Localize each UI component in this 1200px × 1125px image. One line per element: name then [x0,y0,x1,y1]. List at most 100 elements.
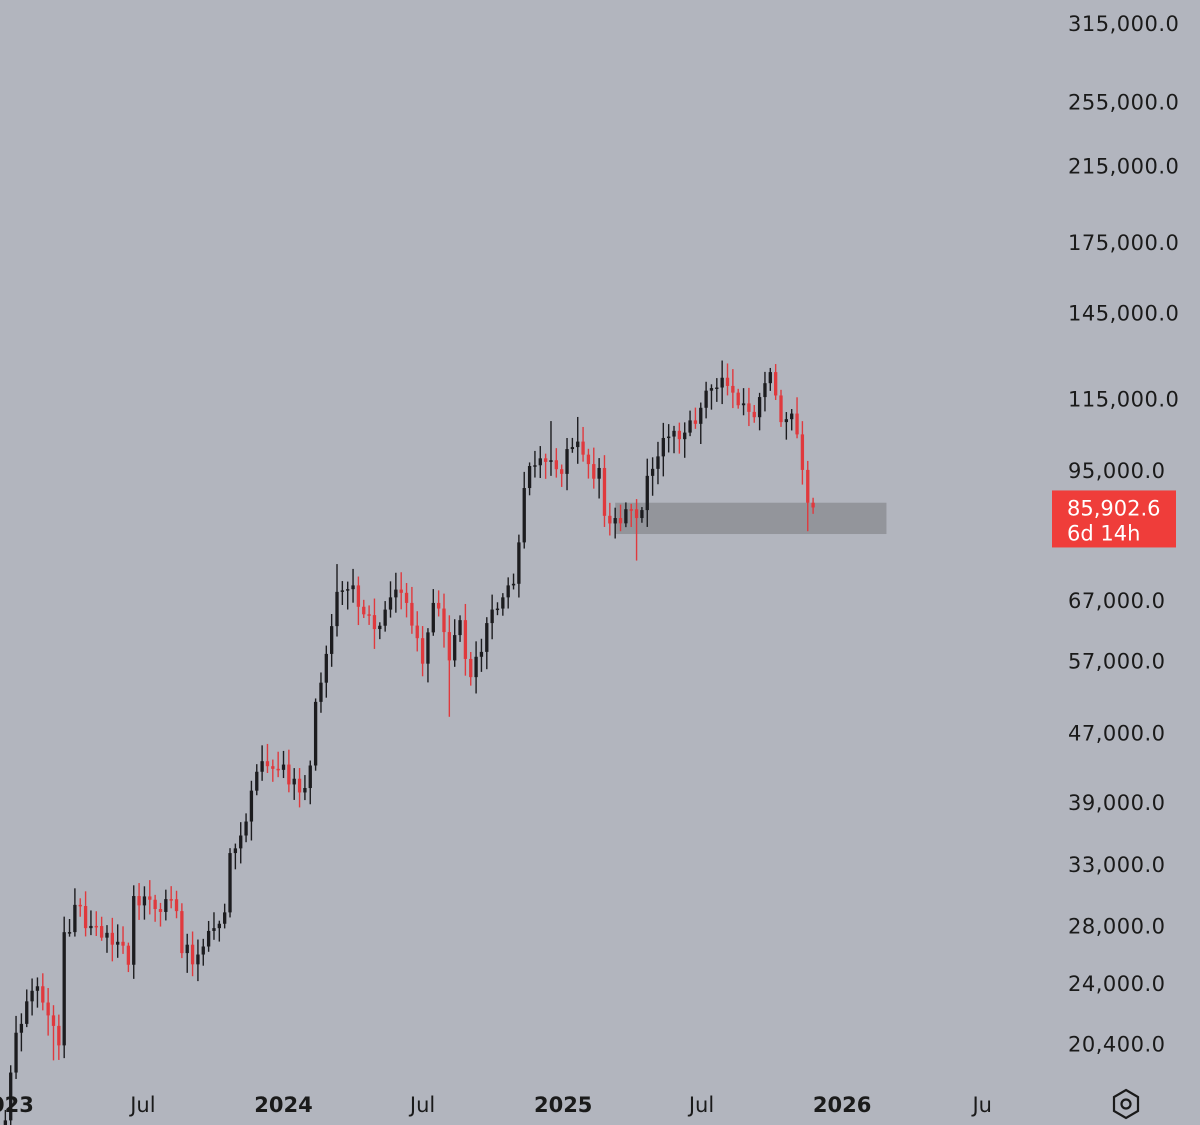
x-tick-label: 2024 [254,1093,312,1117]
candle-body [806,469,810,503]
candle-body [586,454,591,465]
y-axis[interactable]: 315,000.0 255,000.0 215,000.0 175,000.0 145,… [1068,12,1179,1057]
candle [351,568,355,603]
x-tick-label: 2026 [813,1093,871,1117]
candle-body [790,413,794,420]
candle [153,894,157,922]
candle [704,381,708,419]
candle [586,448,591,479]
candle-body [164,899,168,912]
candle-body [415,625,419,639]
x-tick-label: 2023 [0,1093,34,1117]
candle [463,603,468,676]
candle-body [51,1015,56,1026]
candle-body [549,460,553,462]
candle [281,750,286,779]
candle [811,497,815,514]
candle-body [153,899,157,910]
candle-body [747,403,751,412]
candle-body [511,583,516,586]
candle [442,593,446,648]
candle [249,780,254,841]
candle [474,641,478,694]
candle [592,447,596,489]
candle [158,902,163,927]
candle-body [426,632,430,664]
candle-body [602,467,607,516]
y-tick-label: 47,000.0 [1068,721,1166,745]
candle-body [469,658,473,678]
candle [62,916,66,1059]
y-tick-label: 215,000.0 [1068,154,1179,178]
candle-body [158,909,163,912]
candle [426,628,430,683]
candle [206,920,211,952]
candle-body [132,896,136,965]
candle-body [811,502,815,508]
candle [190,931,195,977]
candle [388,581,393,618]
candle [527,462,532,496]
candle [763,371,767,412]
candle [752,405,756,423]
candle-body [169,899,173,901]
candle [287,749,291,793]
candle-body [57,1025,61,1046]
candle-body [126,945,131,965]
candle-body [287,764,291,785]
candle-body [180,911,184,954]
candle [634,499,639,561]
candle-body [388,597,393,610]
candle [46,988,50,1036]
chart-settings-icon[interactable] [1112,1088,1140,1120]
candle [565,438,569,491]
x-tick-label: Ju [970,1093,992,1117]
x-axis[interactable]: 2023 Jul 2024 Jul 2025 Jul 2026 Ju [0,1093,992,1117]
candle-body [362,606,366,615]
candle [164,889,168,921]
candle [629,503,633,528]
candle [233,843,238,870]
candle-body [9,1072,13,1121]
candle-body [346,589,350,591]
candle-body [335,591,339,627]
candle [431,589,435,636]
candle [453,619,457,667]
x-tick-label: Jul [408,1093,435,1117]
candle-body [142,896,147,906]
candle-body [399,589,403,593]
candle-body [527,466,532,489]
candle [57,1014,61,1060]
candle [148,880,152,915]
candle-body [618,518,623,524]
candle-body [436,602,441,609]
candle [560,464,564,487]
candle [30,978,34,1016]
candle-body [351,585,355,590]
candle [602,455,607,527]
candle-body [501,597,505,609]
candle [543,453,548,479]
candle-body [667,436,671,439]
candle-body [688,420,692,433]
candle-body [25,1001,29,1024]
candle [800,421,805,485]
y-tick-label: 145,000.0 [1068,301,1179,325]
last-price-label: 85,902.6 6d 14h [1052,490,1176,548]
candle-body [319,682,323,702]
candle-body [148,896,152,900]
candle [346,581,350,610]
candle-body [543,458,548,462]
candle [447,615,452,717]
candle [699,402,703,445]
candle-body [196,954,200,965]
candle-body [779,395,783,423]
candle-body [410,602,414,626]
candle-body [693,420,698,424]
candle-body [757,397,762,418]
candle [174,890,179,919]
candle-body [212,928,216,931]
candle [244,813,248,843]
y-tick-label: 24,000.0 [1068,972,1166,996]
